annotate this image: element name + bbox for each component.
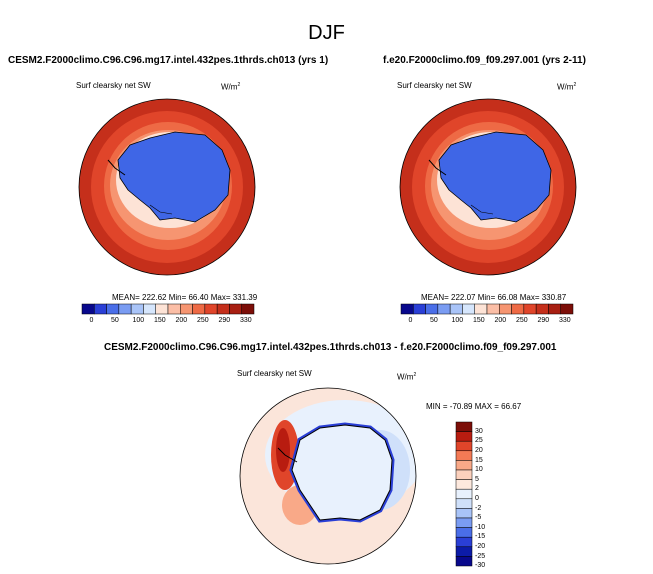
p3-colorbar-tick-label: 0 xyxy=(475,495,479,502)
panel-2-stats: MEAN= 222.07 Min= 66.08 Max= 330.87 xyxy=(421,293,567,302)
p1-colorbar-tick-label: 250 xyxy=(197,317,209,324)
p3-colorbar-tick-label: -30 xyxy=(475,562,486,570)
p3-colorbar-tick-label: -10 xyxy=(475,523,486,531)
p3-colorbar-tick-label: 20 xyxy=(475,447,483,454)
p2-colorbar-tick-label: 200 xyxy=(494,317,507,324)
p1-colorbar-tick-label: 50 xyxy=(111,317,119,324)
panel-1-title: CESM2.F2000climo.C96.C96.mg17.intel.432p… xyxy=(8,55,329,66)
p3-colorbar-tick-label: -25 xyxy=(475,552,486,560)
p3-colorbar-tick-label: 25 xyxy=(475,437,483,445)
panel-2-title: f.e20.F2000climo.f09_f09.297.001 (yrs 2-… xyxy=(383,55,586,66)
p1-colorbar-tick-label: 100 xyxy=(132,317,145,324)
p3-colorbar-cell xyxy=(455,536,473,548)
p3-colorbar-tick-label: -20 xyxy=(475,543,486,550)
panel-1-units: W/m2 xyxy=(221,82,241,92)
p3-colorbar-tick-label: -5 xyxy=(475,514,482,522)
p1-colorbar-tick-label: 200 xyxy=(175,317,188,324)
p1-peninsula xyxy=(107,159,126,176)
p2-ross-ice xyxy=(470,204,494,215)
panel-3-title: CESM2.F2000climo.C96.C96.mg17.intel.432p… xyxy=(104,342,557,353)
p2-colorbar-tick-label: 250 xyxy=(516,317,528,324)
p3-colorbar-cell xyxy=(455,517,473,528)
p3-colorbar-tick-label: 30 xyxy=(475,427,483,435)
p1-ross-ice xyxy=(149,204,173,215)
p3-colorbar-cell xyxy=(455,469,473,480)
p3-colorbar-cell xyxy=(455,546,473,557)
panel-1-stats: MEAN= 222.62 Min= 66.40 Max= 331.39 xyxy=(112,293,258,302)
p3-map-border xyxy=(239,387,417,565)
p3-colorbar-tick-label: 10 xyxy=(475,466,483,474)
p2-colorbar-cell xyxy=(560,303,574,315)
p3-colorbar-tick-label: -15 xyxy=(475,533,486,541)
p3-weddell-pos-core xyxy=(276,428,290,472)
p3-colorbar-cell xyxy=(455,479,473,490)
p3-colorbar-cell xyxy=(455,440,473,452)
p3-peninsula xyxy=(277,447,298,463)
p2-colorbar-tick-label: 330 xyxy=(559,317,571,324)
p1-colorbar-cell xyxy=(241,303,255,315)
p1-colorbar-tick-label: 0 xyxy=(89,317,94,324)
p3-antarctica xyxy=(291,424,393,521)
p2-peninsula xyxy=(428,159,447,176)
p3-colorbar-cell xyxy=(455,527,473,538)
p3-colorbar-cell xyxy=(455,508,473,519)
p3-colorbar-cell xyxy=(455,431,473,442)
panel-3-variable: Surf clearsky net SW xyxy=(237,369,312,378)
p1-colorbar-tick-label: 290 xyxy=(218,317,231,324)
p2-colorbar-tick-label: 50 xyxy=(430,317,438,324)
p3-colorbar-cell xyxy=(455,460,473,471)
panel-1-variable: Surf clearsky net SW xyxy=(76,81,151,90)
p1-colorbar-tick-label: 150 xyxy=(154,317,166,324)
panel-3-stats: MIN = -70.89 MAX = 66.67 xyxy=(426,402,522,411)
p1-antarctica xyxy=(117,131,231,223)
p1-colorbar-tick-label: 330 xyxy=(240,317,252,324)
p3-colorbar-tick-label: 2 xyxy=(475,485,479,493)
p3-colorbar-tick-label: 5 xyxy=(475,475,479,483)
p2-colorbar-tick-label: 0 xyxy=(408,317,413,324)
p3-colorbar-cell xyxy=(455,556,473,567)
p2-colorbar-tick-label: 150 xyxy=(473,317,485,324)
p3-colorbar-cell xyxy=(455,498,473,509)
panel-2-units: W/m2 xyxy=(557,82,577,92)
p3-colorbar-cell xyxy=(455,421,473,432)
p2-colorbar-tick-label: 100 xyxy=(451,317,464,324)
panel-3-units: W/m2 xyxy=(397,372,417,382)
figure-title: DJF xyxy=(308,22,345,44)
p2-antarctica xyxy=(438,131,552,223)
p2-colorbar-tick-label: 290 xyxy=(537,317,550,324)
panel-2-variable: Surf clearsky net SW xyxy=(397,81,472,90)
p3-colorbar-cell xyxy=(455,488,473,500)
p3-colorbar-cell xyxy=(455,450,473,461)
p3-colorbar-tick-label: -2 xyxy=(475,504,482,512)
p3-colorbar-tick-label: 15 xyxy=(475,456,483,464)
